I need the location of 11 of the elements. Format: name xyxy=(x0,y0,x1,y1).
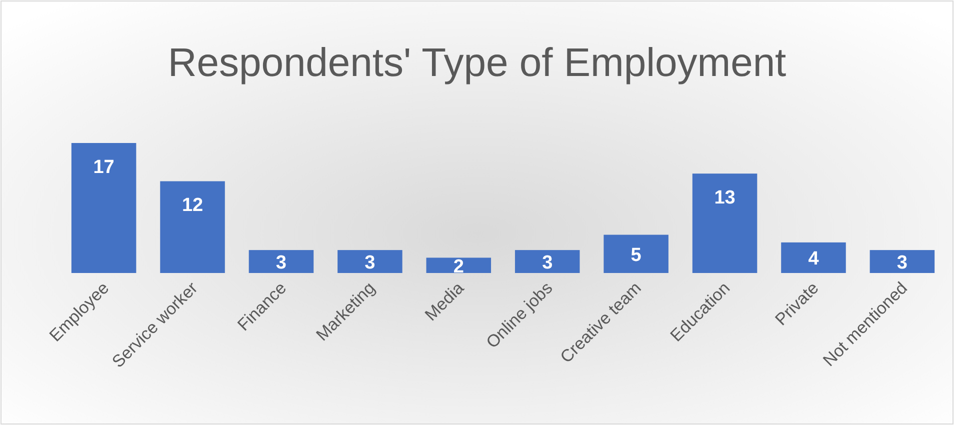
data-label: 3 xyxy=(276,252,287,274)
chart-title: Respondents' Type of Employment xyxy=(168,41,786,85)
data-label: 3 xyxy=(364,252,376,274)
data-label: 17 xyxy=(93,157,114,178)
data-label: 5 xyxy=(630,244,642,266)
data-label: 2 xyxy=(453,256,464,278)
data-label: 3 xyxy=(542,252,553,274)
data-label: 4 xyxy=(808,248,820,270)
data-label: 3 xyxy=(896,252,908,274)
data-label: 12 xyxy=(182,195,204,216)
data-label: 13 xyxy=(714,188,736,209)
